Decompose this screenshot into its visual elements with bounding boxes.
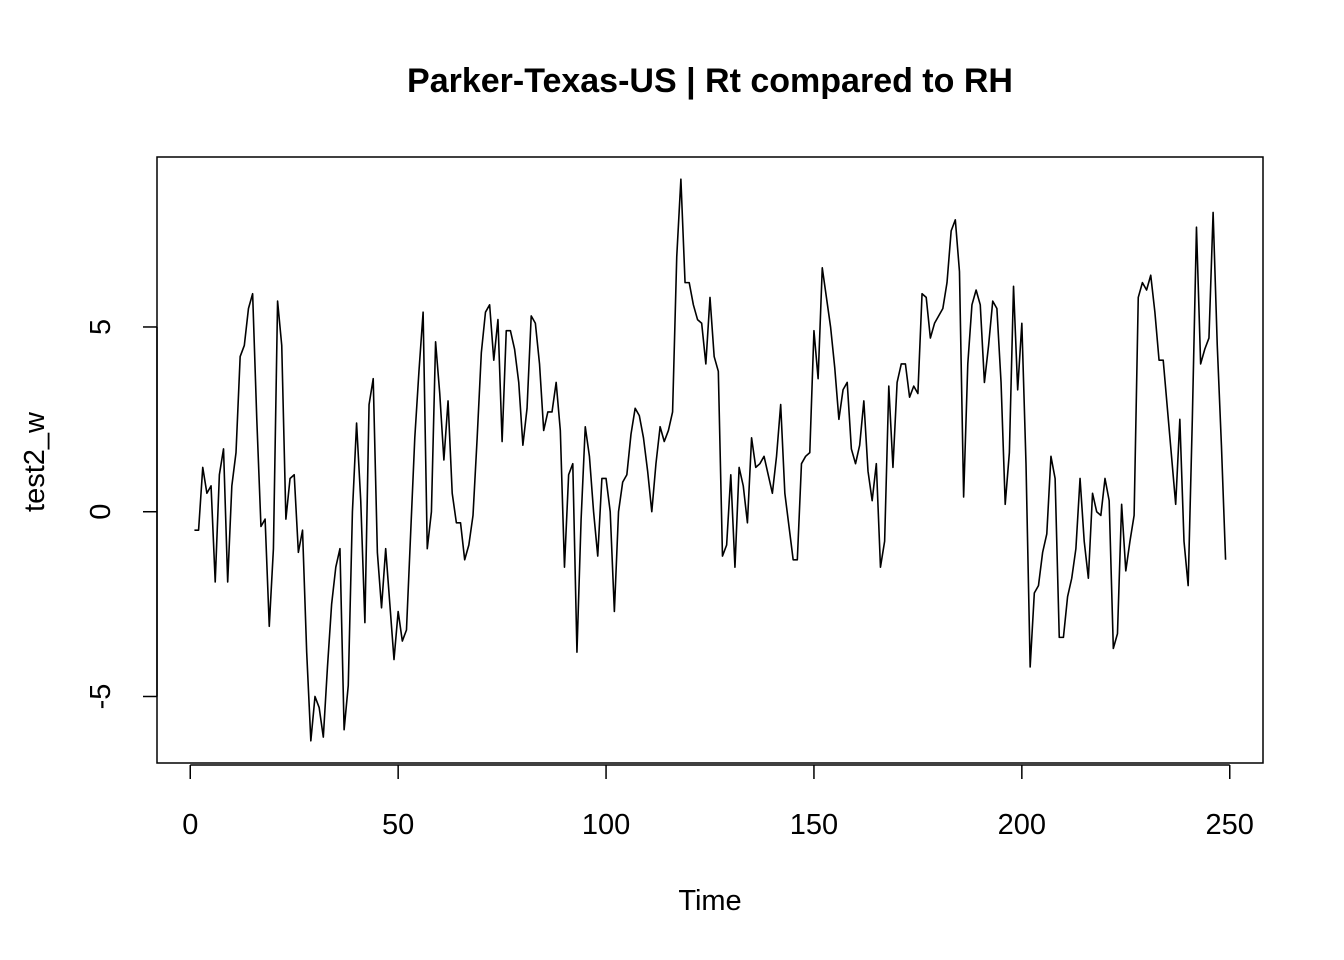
chart-title: Parker-Texas-US | Rt compared to RH bbox=[407, 62, 1013, 100]
x-tick-label: 200 bbox=[998, 809, 1046, 841]
x-axis-label: Time bbox=[678, 885, 741, 917]
x-tick-label: 150 bbox=[790, 809, 838, 841]
x-axis: 0 50 100 150 200 250 bbox=[182, 764, 1254, 841]
y-axis-label: test2_w bbox=[19, 411, 51, 512]
x-tick-label: 0 bbox=[182, 809, 198, 841]
y-axis: -5 0 5 bbox=[85, 319, 158, 710]
series-line bbox=[194, 178, 1227, 742]
plot-frame bbox=[156, 156, 1264, 764]
x-tick-label: 250 bbox=[1206, 809, 1254, 841]
x-tick-label: 50 bbox=[382, 809, 414, 841]
y-tick-label: 0 bbox=[85, 504, 117, 520]
x-tick-label: 100 bbox=[582, 809, 630, 841]
series-layer bbox=[194, 178, 1227, 742]
y-tick-label: 5 bbox=[85, 319, 117, 335]
y-tick-label: -5 bbox=[85, 684, 117, 710]
